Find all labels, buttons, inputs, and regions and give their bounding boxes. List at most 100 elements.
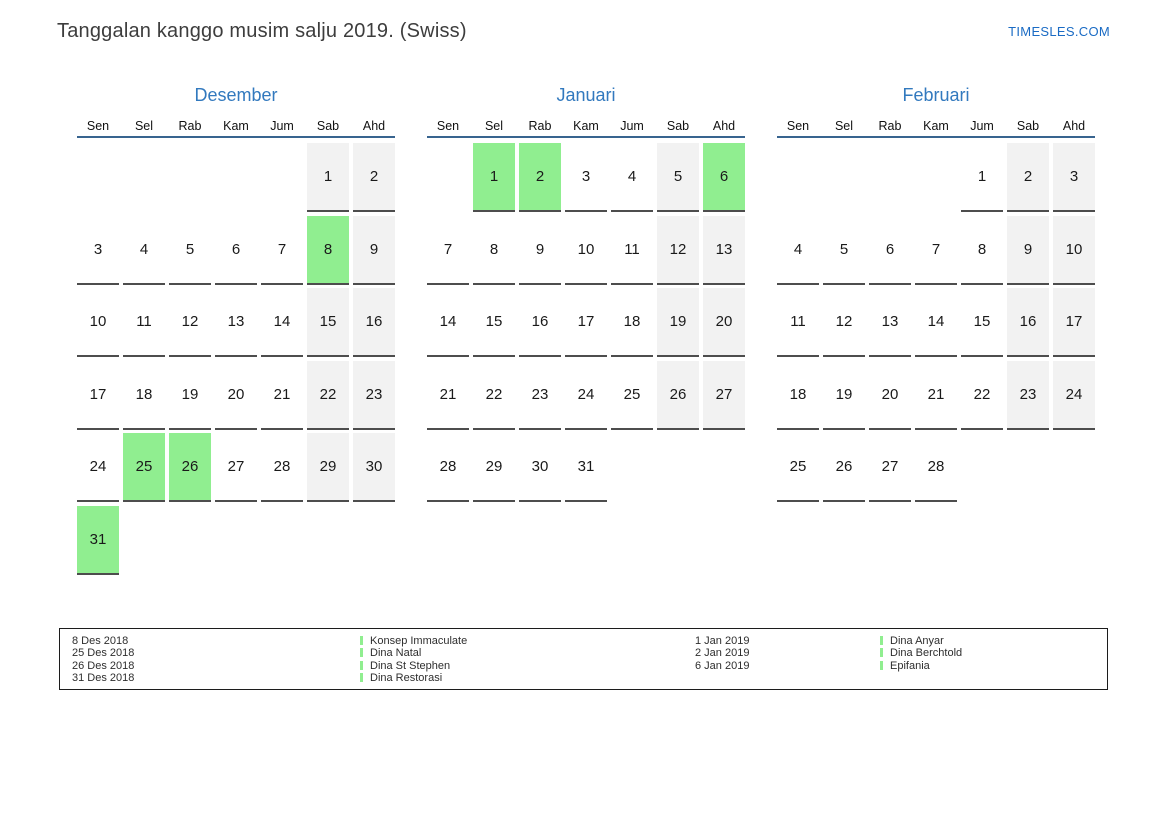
empty-cell	[427, 143, 469, 212]
legend-holiday-label: Dina Berchtold	[890, 647, 963, 660]
empty-cell	[703, 433, 745, 502]
empty-cell	[123, 143, 165, 212]
weekday-header-row: Sen Sel Rab Kam Jum Sab Ahd	[427, 118, 745, 138]
day-cell: 9	[519, 216, 561, 285]
day-cell: 2	[353, 143, 395, 212]
holiday-marker-icon	[880, 636, 883, 645]
day-cell: 12	[823, 288, 865, 357]
empty-cell	[1007, 433, 1049, 502]
site-logo-link[interactable]: TIMESLES.COM	[1008, 24, 1110, 39]
day-cell: 16	[353, 288, 395, 357]
day-cell: 1	[307, 143, 349, 212]
day-cell: 27	[215, 433, 257, 502]
legend-date: 1 Jan 2019	[695, 635, 750, 647]
day-cell: 5	[169, 216, 211, 285]
day-cell: 15	[473, 288, 515, 357]
day-cell: 27	[703, 360, 745, 430]
legend-holiday: Dina Restorasi	[360, 672, 467, 684]
day-cell: 17	[77, 361, 119, 430]
day-cell: 24	[77, 433, 119, 502]
legend-holidays-column: Konsep Immaculate Dina Natal Dina St Steph…	[360, 635, 467, 685]
holiday-marker-icon	[360, 648, 363, 658]
legend-holiday: Dina St Stephen	[360, 660, 467, 672]
day-cell: 23	[519, 361, 561, 430]
weekday-label: Sen	[786, 119, 810, 133]
weekday-label: Sen	[436, 119, 460, 133]
legend-dates-column: 8 Des 2018 25 Des 2018 26 Des 2018 31 Des 2…	[72, 635, 134, 685]
legend-holiday: Konsep Immaculate	[360, 635, 467, 647]
holiday-marker-icon	[360, 636, 363, 645]
day-cell: 31	[565, 433, 607, 502]
legend-date: 31 Des 2018	[72, 672, 135, 685]
weekday-label: Rab	[878, 119, 902, 133]
weekday-label: Ahd	[362, 119, 386, 133]
day-cell: 17	[1053, 288, 1095, 357]
day-cell: 2	[519, 143, 561, 212]
day-cell: 28	[427, 433, 469, 502]
day-cell: 15	[307, 288, 349, 357]
legend-box: 8 Des 2018 25 Des 2018 26 Des 2018 31 Des 2…	[59, 628, 1108, 690]
day-cell: 5	[657, 143, 699, 212]
month-grid: 1 2 3 4 5 6 7 8 9 10 11 12 13 14 15 16 17 18 19 20 21 22 23 24 2…	[777, 143, 1095, 502]
day-cell: 16	[1007, 288, 1049, 357]
day-cell: 24	[1053, 360, 1095, 430]
day-cell: 28	[261, 433, 303, 502]
month-title: Desember	[194, 85, 278, 105]
holiday-marker-icon	[880, 660, 883, 670]
legend-date: 6 Jan 2019	[695, 659, 750, 672]
month-title: Januari	[556, 85, 616, 105]
weekday-label: Jum	[970, 119, 994, 133]
legend-date: 25 Des 2018	[72, 647, 135, 660]
weekday-header-row: Sen Sel Rab Kam Jum Sab Ahd	[777, 118, 1095, 138]
legend-holiday-label: Epifania	[890, 659, 930, 672]
day-cell: 21	[915, 361, 957, 430]
empty-cell	[169, 506, 211, 575]
day-cell: 22	[961, 361, 1003, 430]
holiday-marker-icon	[880, 648, 883, 658]
day-cell: 19	[657, 288, 699, 357]
day-cell: 19	[823, 361, 865, 430]
weekday-label: Kam	[923, 119, 949, 133]
empty-cell	[961, 433, 1003, 502]
day-cell: 4	[123, 216, 165, 285]
day-cell: 6	[703, 143, 745, 212]
weekday-label: Jum	[620, 119, 644, 133]
day-cell: 3	[77, 216, 119, 285]
day-cell: 14	[915, 288, 957, 357]
day-cell: 28	[915, 433, 957, 502]
legend-date: 26 Des 2018	[72, 659, 135, 672]
legend-dates-column: 1 Jan 2019 2 Jan 2019 6 Jan 2019	[695, 635, 749, 672]
empty-cell	[215, 143, 257, 212]
holiday-marker-icon	[360, 660, 363, 670]
day-cell: 16	[519, 288, 561, 357]
day-cell: 4	[777, 216, 819, 285]
day-cell: 22	[473, 361, 515, 430]
day-cell: 12	[169, 288, 211, 357]
legend-holiday: Epifania	[880, 660, 962, 672]
empty-cell	[215, 506, 257, 575]
weekday-label: Jum	[270, 119, 294, 133]
day-cell: 18	[611, 288, 653, 357]
empty-cell	[777, 143, 819, 212]
day-cell: 9	[353, 215, 395, 285]
day-cell: 30	[519, 433, 561, 502]
day-cell: 13	[703, 215, 745, 285]
empty-cell	[123, 506, 165, 575]
empty-cell	[169, 143, 211, 212]
legend-date: 8 Des 2018	[72, 635, 129, 647]
month-grid: 1 2 3 4 5 6 7 8 9 10 11 12 13 14 15 16 17 18 19 20 21 22 23 24 2…	[427, 143, 745, 502]
day-cell: 6	[869, 216, 911, 285]
day-cell: 25	[123, 433, 165, 502]
day-cell: 14	[427, 288, 469, 357]
day-cell: 29	[307, 433, 349, 502]
day-cell: 27	[869, 433, 911, 502]
day-cell: 7	[261, 216, 303, 285]
empty-cell	[261, 143, 303, 212]
day-cell: 10	[1053, 215, 1095, 285]
day-cell: 26	[657, 360, 699, 430]
weekday-label: Sab	[316, 119, 340, 133]
day-cell: 21	[427, 361, 469, 430]
empty-cell	[915, 143, 957, 212]
day-cell: 7	[915, 216, 957, 285]
